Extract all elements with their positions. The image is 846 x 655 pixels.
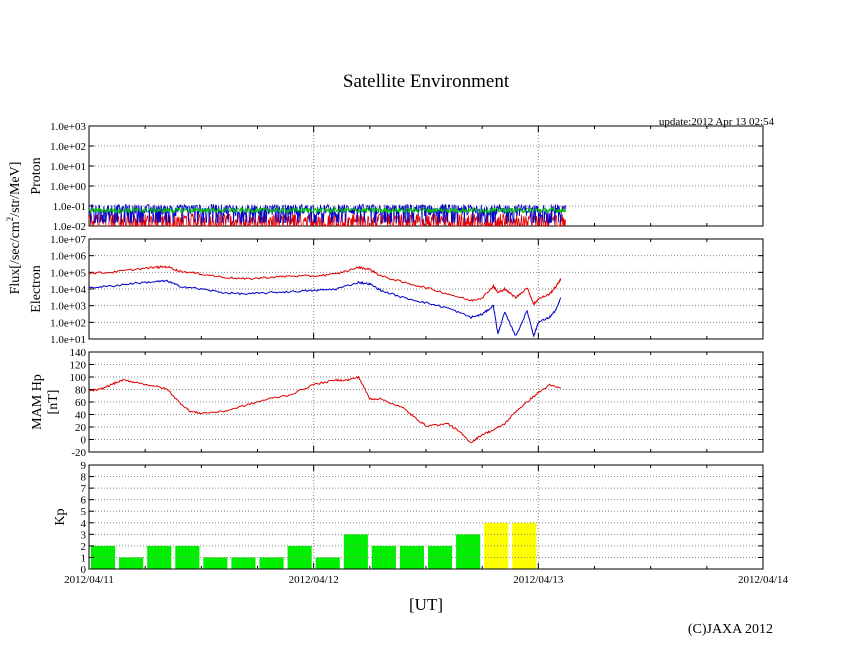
chart-title: Satellite Environment bbox=[343, 71, 510, 92]
y-tick-label: 5 bbox=[81, 506, 87, 518]
y-tick-label: 0 bbox=[81, 435, 87, 447]
y-tick-label: 7 bbox=[81, 483, 87, 495]
y-tick-label: 3 bbox=[81, 529, 87, 541]
y-axis-label: MAM Hp bbox=[30, 374, 45, 430]
y-tick-label: 1.0e-02 bbox=[53, 221, 86, 233]
kp-bar bbox=[259, 557, 284, 569]
y-axis-label: Proton bbox=[29, 157, 44, 194]
y-axis-label: Kp bbox=[53, 508, 68, 525]
panel-frame bbox=[88, 351, 764, 453]
y-tick-label: 100 bbox=[70, 372, 87, 384]
copyright: (C)JAXA 2012 bbox=[688, 622, 773, 637]
x-tick-label: 2012/04/14 bbox=[738, 574, 789, 586]
y-tick-label: 80 bbox=[75, 385, 87, 397]
proton-series-green bbox=[88, 206, 566, 215]
y-tick-label: 1.0e+00 bbox=[50, 181, 86, 193]
y-tick-label: 1.0e-01 bbox=[53, 201, 86, 213]
y-tick-label: 1.0e+01 bbox=[50, 161, 86, 173]
y-axis-label: [nT] bbox=[46, 390, 61, 415]
y-tick-label: 4 bbox=[81, 518, 87, 530]
y-tick-label: 1.0e+03 bbox=[50, 121, 86, 133]
y-tick-label: 1 bbox=[81, 552, 87, 564]
x-tick-label: 2012/04/11 bbox=[64, 574, 114, 586]
x-tick-label: 2012/04/12 bbox=[289, 574, 339, 586]
panel-frame bbox=[88, 464, 764, 570]
y-tick-label: 1.0e+02 bbox=[50, 317, 86, 329]
kp-bar bbox=[147, 545, 172, 569]
electron-series-red bbox=[88, 265, 562, 306]
x-tick-label: 2012/04/13 bbox=[513, 574, 564, 586]
y-tick-label: -20 bbox=[71, 447, 86, 459]
kp-bar bbox=[175, 545, 200, 569]
flux-axis-label-main: Flux[/sec/cm bbox=[8, 221, 23, 294]
x-axis-label: [UT] bbox=[409, 595, 443, 614]
kp-bar bbox=[315, 557, 340, 569]
kp-bar bbox=[231, 557, 256, 569]
y-tick-label: 8 bbox=[81, 472, 87, 484]
y-axis-label: Electron bbox=[29, 265, 44, 312]
panel-electron: 1.0e+01 1.0e+02 1.0e+03 1.0e+04 1.0e+05 1.0e+… bbox=[29, 234, 764, 346]
y-tick-label: 0 bbox=[81, 564, 87, 576]
y-tick-label: 1.0e+07 bbox=[50, 234, 86, 246]
flux-axis-label-sup: 2 bbox=[5, 217, 15, 222]
proton-series-blue bbox=[88, 203, 566, 223]
kp-bar bbox=[484, 522, 509, 569]
kp-bar bbox=[203, 557, 228, 569]
y-tick-label: 1.0e+01 bbox=[50, 334, 86, 346]
panel-frame bbox=[88, 238, 764, 340]
y-tick-label: 1.0e+02 bbox=[50, 141, 86, 153]
y-tick-label: 40 bbox=[75, 410, 87, 422]
panel-proton: 1.0e-02 1.0e-01 1.0e+00 1.0e+01 1.0e+02 1.0e+… bbox=[29, 121, 764, 233]
kp-bar bbox=[119, 557, 144, 569]
y-tick-label: 1.0e+04 bbox=[50, 284, 86, 296]
flux-axis-label: Flux[/sec/cm2/str/MeV] bbox=[5, 162, 23, 295]
y-tick-label: 1.0e+06 bbox=[50, 251, 86, 263]
kp-bar bbox=[343, 534, 368, 569]
kp-bar bbox=[91, 545, 116, 569]
y-tick-label: 120 bbox=[70, 360, 87, 372]
y-tick-label: 2 bbox=[81, 541, 87, 553]
magnetic-series-red bbox=[88, 375, 562, 444]
electron-series-blue bbox=[88, 279, 562, 339]
y-tick-label: 9 bbox=[81, 460, 87, 472]
y-tick-label: 1.0e+05 bbox=[50, 267, 86, 279]
y-tick-label: 20 bbox=[75, 422, 87, 434]
y-tick-label: 1.0e+03 bbox=[50, 301, 86, 313]
kp-bar bbox=[399, 545, 424, 569]
y-tick-label: 140 bbox=[70, 347, 87, 359]
update-timestamp: update:2012 Apr 13 02:54 bbox=[659, 116, 775, 128]
kp-bar bbox=[456, 534, 481, 569]
y-tick-label: 60 bbox=[75, 397, 87, 409]
y-tick-label: 6 bbox=[81, 495, 87, 507]
flux-axis-label-rest: /str/MeV] bbox=[8, 162, 23, 217]
